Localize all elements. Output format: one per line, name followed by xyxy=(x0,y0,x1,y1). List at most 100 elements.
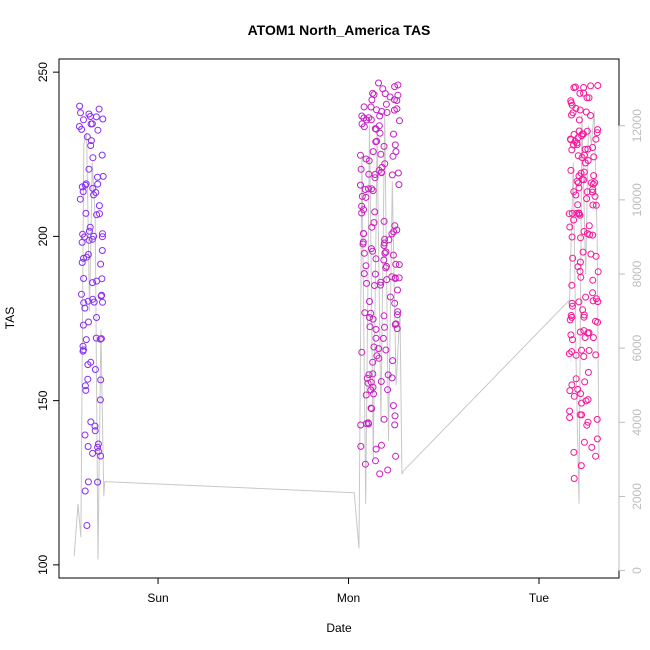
data-point xyxy=(84,251,92,258)
data-point xyxy=(580,438,588,446)
data-point xyxy=(576,267,584,275)
data-point xyxy=(580,168,588,176)
y2-tick-label: 8000 xyxy=(630,260,644,287)
data-point xyxy=(79,321,87,329)
y2-tick-label: 12000 xyxy=(630,109,644,143)
data-point xyxy=(371,125,379,133)
data-point xyxy=(579,130,587,138)
data-point xyxy=(89,279,96,287)
data-point xyxy=(567,331,575,339)
data-point xyxy=(383,109,391,116)
data-point xyxy=(93,277,101,285)
data-point xyxy=(357,181,364,189)
data-point xyxy=(572,351,580,359)
data-point xyxy=(585,94,593,102)
data-point xyxy=(89,295,97,303)
data-point xyxy=(76,195,84,203)
data-point xyxy=(77,109,84,117)
data-point xyxy=(97,260,105,268)
data-point xyxy=(589,201,597,209)
data-point xyxy=(96,396,104,404)
data-point xyxy=(369,370,377,378)
data-point xyxy=(593,415,601,423)
data-point xyxy=(99,230,106,238)
scatter-points-layer xyxy=(75,79,602,529)
data-point xyxy=(380,256,388,264)
data-point xyxy=(580,176,588,184)
data-point xyxy=(395,274,403,282)
data-point xyxy=(566,407,574,415)
data-point xyxy=(584,418,592,426)
data-point xyxy=(568,209,576,217)
data-point xyxy=(358,209,366,217)
data-point xyxy=(565,350,573,358)
data-point xyxy=(92,189,100,196)
data-point xyxy=(565,210,573,218)
data-point xyxy=(577,462,585,470)
data-point xyxy=(98,151,106,159)
data-point xyxy=(360,114,368,122)
data-point xyxy=(390,130,397,138)
data-point xyxy=(384,466,392,474)
data-point xyxy=(378,441,385,449)
data-point xyxy=(389,251,397,259)
data-point xyxy=(367,404,375,412)
data-point xyxy=(369,187,377,195)
data-point xyxy=(90,191,98,199)
x-axis: Sun Mon Tue xyxy=(147,577,549,605)
data-point xyxy=(388,273,396,281)
data-point xyxy=(567,312,575,319)
data-point xyxy=(580,151,588,159)
data-point xyxy=(376,470,384,478)
data-point xyxy=(381,160,389,168)
data-point xyxy=(362,391,370,399)
data-point xyxy=(81,304,89,312)
data-point xyxy=(357,442,365,450)
data-point xyxy=(593,129,601,137)
data-point xyxy=(81,431,89,439)
data-point xyxy=(584,368,592,376)
data-point xyxy=(366,298,373,305)
data-point xyxy=(95,105,103,113)
y-axis-left: 100 150 200 250 xyxy=(36,62,60,575)
data-point xyxy=(360,230,368,238)
data-point xyxy=(378,108,386,115)
data-point xyxy=(80,116,87,124)
data-point xyxy=(361,460,369,468)
data-point xyxy=(592,351,600,359)
data-point xyxy=(592,201,600,209)
data-point xyxy=(85,236,93,244)
y-tick-label: 150 xyxy=(36,390,50,410)
data-point xyxy=(382,264,390,272)
data-point xyxy=(365,420,373,428)
data-point xyxy=(84,297,92,305)
data-point xyxy=(575,116,583,124)
data-point xyxy=(591,179,599,187)
data-point xyxy=(94,180,102,188)
data-point xyxy=(82,336,90,344)
data-point xyxy=(96,210,103,218)
data-point xyxy=(372,445,380,453)
data-point xyxy=(365,185,372,193)
x-axis-label: Date xyxy=(326,621,352,635)
data-point xyxy=(391,275,399,282)
data-point xyxy=(377,378,385,385)
data-point xyxy=(94,440,102,448)
data-point xyxy=(92,113,100,121)
x-tick-label: Sun xyxy=(147,591,168,605)
data-point xyxy=(569,336,576,344)
data-point xyxy=(80,254,87,262)
data-point xyxy=(360,249,368,257)
data-point xyxy=(99,115,107,123)
data-point xyxy=(393,325,401,333)
data-point xyxy=(572,104,580,112)
data-point xyxy=(391,141,399,149)
data-point xyxy=(567,166,575,174)
data-point xyxy=(570,84,578,92)
data-point xyxy=(569,254,577,262)
data-point xyxy=(392,452,400,460)
data-point xyxy=(389,357,397,365)
data-point xyxy=(372,334,380,342)
data-point xyxy=(370,91,378,99)
data-point xyxy=(395,181,403,189)
